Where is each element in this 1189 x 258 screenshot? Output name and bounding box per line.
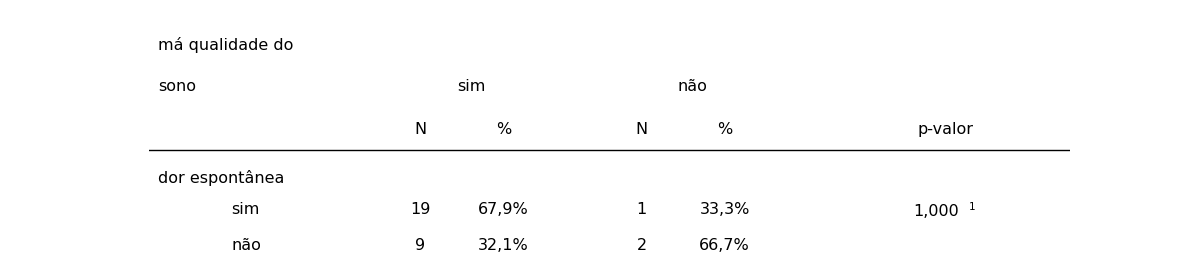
Text: %: %: [496, 122, 511, 137]
Text: 9: 9: [415, 238, 426, 253]
Text: 66,7%: 66,7%: [699, 238, 750, 253]
Text: 1: 1: [636, 202, 647, 217]
Text: 33,3%: 33,3%: [699, 202, 750, 217]
Text: p-valor: p-valor: [918, 122, 974, 137]
Text: não: não: [678, 79, 707, 94]
Text: sim: sim: [457, 79, 485, 94]
Text: N: N: [415, 122, 427, 137]
Text: 32,1%: 32,1%: [478, 238, 529, 253]
Text: 67,9%: 67,9%: [478, 202, 529, 217]
Text: 19: 19: [410, 202, 430, 217]
Text: sono: sono: [158, 79, 196, 94]
Text: dor espontânea: dor espontânea: [158, 170, 284, 186]
Text: má qualidade do: má qualidade do: [158, 37, 294, 53]
Text: 1: 1: [969, 202, 975, 212]
Text: %: %: [717, 122, 732, 137]
Text: N: N: [636, 122, 648, 137]
Text: 1,000: 1,000: [913, 204, 960, 219]
Text: sim: sim: [232, 202, 260, 217]
Text: não: não: [232, 238, 262, 253]
Text: 2: 2: [636, 238, 647, 253]
